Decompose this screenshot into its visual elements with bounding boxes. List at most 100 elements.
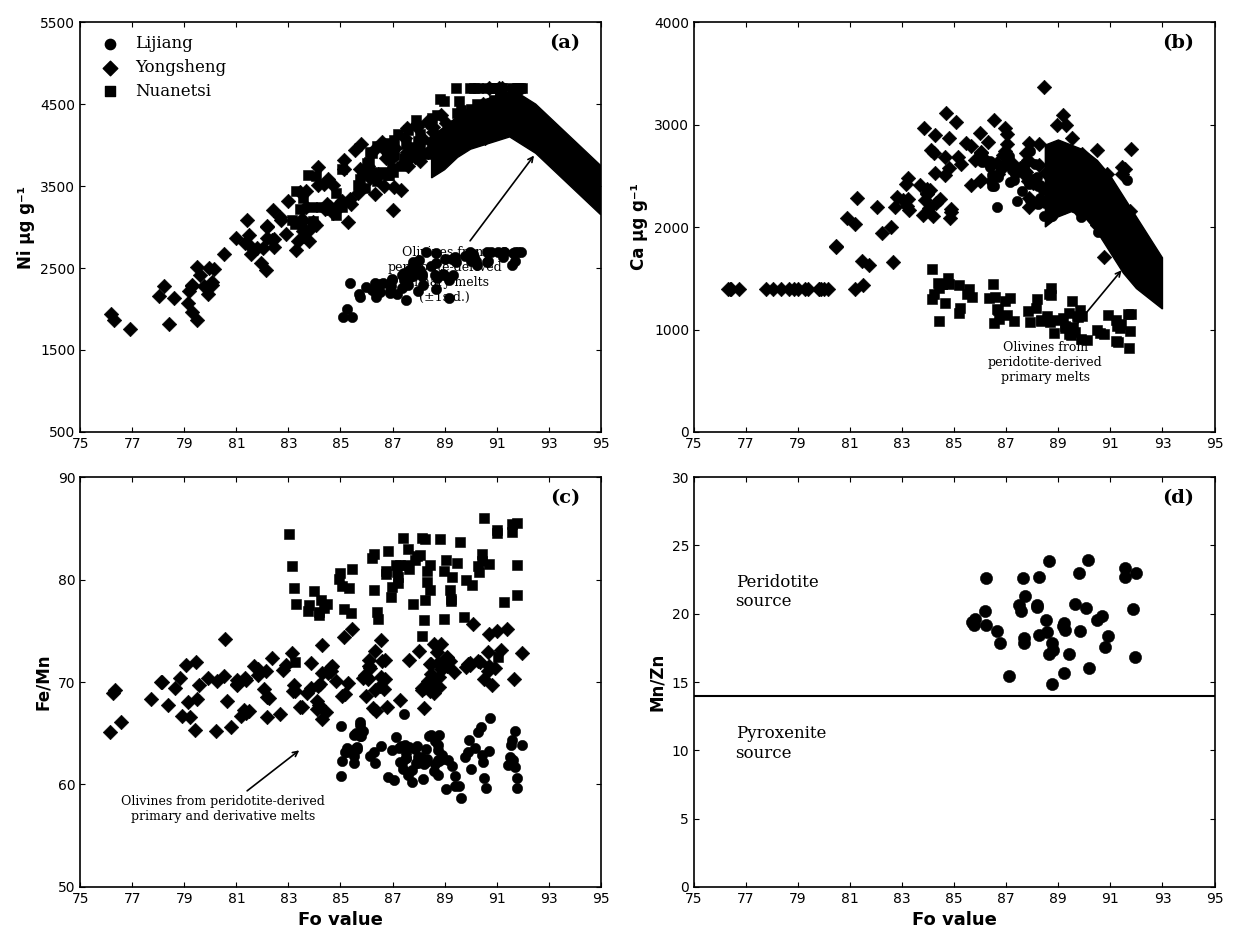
Point	[317, 201, 337, 216]
Point	[1009, 160, 1029, 175]
Point	[379, 283, 399, 298]
Point	[176, 657, 196, 673]
Point	[939, 276, 959, 291]
Point	[1122, 213, 1142, 228]
Point	[384, 772, 404, 787]
Point	[810, 281, 830, 296]
Point	[247, 241, 267, 256]
Point	[432, 107, 451, 122]
Point	[472, 546, 492, 561]
Point	[342, 622, 362, 637]
Point	[951, 157, 971, 172]
Point	[1054, 616, 1074, 631]
Point	[1076, 601, 1096, 616]
Y-axis label: Ca μg g⁻¹: Ca μg g⁻¹	[630, 184, 649, 271]
Point	[187, 312, 207, 327]
Point	[396, 131, 415, 146]
Point	[358, 672, 378, 687]
Point	[1053, 107, 1073, 122]
Point	[372, 633, 392, 648]
Point	[987, 302, 1007, 317]
Point	[465, 741, 485, 756]
Point	[445, 250, 465, 265]
Point	[436, 781, 456, 797]
Point	[1053, 311, 1073, 326]
Point	[1021, 192, 1040, 207]
Point	[463, 250, 482, 265]
Point	[980, 153, 999, 168]
Point	[293, 213, 312, 228]
Point	[419, 728, 439, 744]
Point	[281, 645, 301, 660]
Point	[234, 235, 254, 250]
Point	[391, 738, 410, 753]
Point	[510, 80, 529, 96]
Point	[402, 268, 422, 283]
Point	[263, 202, 283, 218]
Point	[1123, 217, 1143, 232]
Point	[475, 671, 495, 686]
Point	[487, 522, 507, 537]
Point	[365, 755, 384, 770]
Point	[414, 680, 434, 695]
Point	[971, 174, 991, 189]
Point	[350, 289, 370, 305]
Point	[370, 284, 389, 299]
Point	[366, 289, 386, 305]
Point	[239, 237, 259, 253]
Point	[960, 282, 980, 297]
Point	[1106, 312, 1126, 327]
Point	[1012, 604, 1032, 619]
Point	[407, 117, 427, 132]
Point	[351, 728, 371, 744]
Point	[217, 693, 237, 709]
Point	[464, 616, 484, 631]
Point	[403, 596, 423, 611]
Point	[362, 551, 382, 566]
Point	[983, 277, 1003, 292]
Point	[393, 707, 413, 722]
Point	[424, 763, 444, 779]
Point	[441, 758, 461, 773]
Point	[436, 652, 456, 667]
Point	[1025, 156, 1045, 171]
Point	[306, 168, 326, 184]
Point	[415, 742, 435, 757]
Point	[425, 267, 445, 282]
Legend: Lijiang, Yongsheng, Nuanetsi: Lijiang, Yongsheng, Nuanetsi	[88, 30, 232, 105]
Point	[234, 671, 254, 686]
Point	[507, 80, 527, 96]
Point	[348, 287, 368, 302]
Point	[326, 674, 346, 689]
Point	[341, 191, 361, 206]
Point	[377, 564, 397, 579]
Point	[298, 223, 317, 238]
Point	[883, 254, 903, 270]
Point	[441, 591, 461, 606]
Point	[1109, 335, 1128, 350]
Point	[413, 629, 433, 644]
Point	[1110, 320, 1130, 335]
Point	[342, 561, 362, 576]
Point	[884, 200, 904, 215]
Point	[378, 135, 398, 150]
Point	[379, 285, 399, 300]
Point	[394, 150, 414, 166]
Point	[461, 101, 481, 116]
Point	[1083, 186, 1102, 201]
Point	[1094, 249, 1114, 264]
Point	[399, 263, 419, 278]
Point	[480, 744, 500, 759]
Point	[1042, 676, 1061, 692]
Point	[424, 686, 444, 701]
Point	[1061, 166, 1081, 182]
Point	[1121, 142, 1141, 157]
Point	[1017, 155, 1037, 170]
Point	[1039, 196, 1059, 211]
Point	[397, 557, 417, 572]
Point	[1089, 168, 1109, 184]
Point	[358, 158, 378, 173]
Point	[382, 272, 402, 287]
Point	[443, 268, 463, 283]
Point	[448, 126, 467, 141]
